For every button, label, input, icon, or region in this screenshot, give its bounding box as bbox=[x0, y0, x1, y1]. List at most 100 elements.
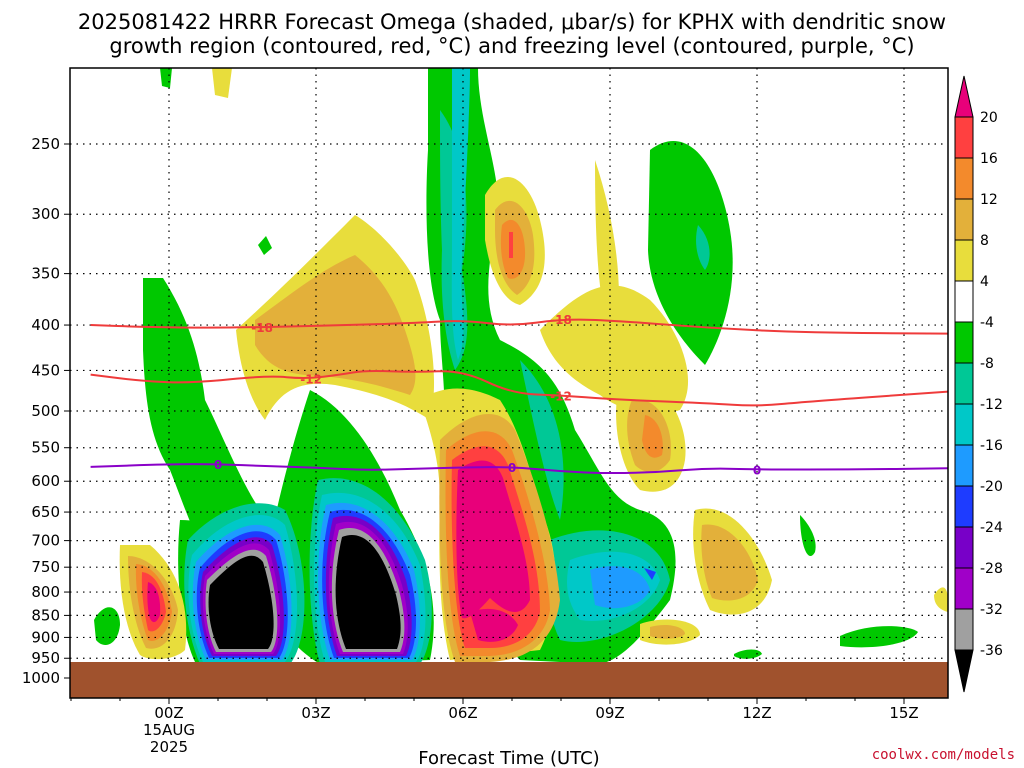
contour-line bbox=[90, 463, 948, 475]
contour-label: 0 bbox=[214, 458, 222, 472]
credit-text: coolwx.com/models bbox=[872, 747, 1015, 763]
colorbar-tick-label: -16 bbox=[980, 438, 1003, 454]
colorbar-tick-label: -24 bbox=[980, 520, 1003, 536]
colorbar-segment bbox=[954, 567, 974, 610]
omega-region bbox=[143, 278, 260, 560]
y-axis: 250 300 350 400 450 500 550 600 650 700 750 800 850 9… bbox=[22, 135, 70, 687]
x-tick-label: 12Z bbox=[742, 704, 771, 722]
y-tick-label: 300 bbox=[31, 205, 60, 223]
colorbar-top-arrow bbox=[954, 75, 974, 118]
omega-region bbox=[456, 460, 530, 619]
colorbar-tick-label: -32 bbox=[980, 602, 1003, 618]
y-tick-label: 850 bbox=[31, 606, 60, 624]
colorbar-segment bbox=[954, 198, 974, 241]
colorbar-bottom-arrow bbox=[954, 649, 974, 693]
omega-region bbox=[701, 524, 758, 601]
omega-region bbox=[840, 626, 918, 648]
gridlines bbox=[70, 68, 948, 698]
contour-label: 0 bbox=[753, 463, 761, 477]
omega-region bbox=[650, 624, 685, 639]
colorbar-segment bbox=[954, 239, 974, 282]
omega-region bbox=[590, 566, 650, 609]
omega-region bbox=[520, 360, 564, 520]
y-tick-label: 450 bbox=[31, 361, 60, 379]
omega-region bbox=[208, 555, 274, 649]
y-tick-label: 950 bbox=[31, 649, 60, 667]
omega-region bbox=[335, 534, 401, 649]
colorbar-segment bbox=[954, 116, 974, 159]
x-axis-label: Forecast Time (UTC) bbox=[418, 748, 599, 768]
contour-label: -18 bbox=[550, 313, 572, 327]
omega-region bbox=[642, 415, 663, 458]
colorbar-tick-label: 12 bbox=[980, 192, 998, 208]
colorbar-tick-label: -36 bbox=[980, 643, 1003, 659]
colorbar-tick-label: 4 bbox=[980, 274, 989, 290]
colorbar-tick-label: 20 bbox=[980, 110, 998, 126]
colorbar-segment bbox=[954, 485, 974, 528]
colorbar-segment bbox=[954, 280, 974, 323]
y-tick-label: 650 bbox=[31, 503, 60, 521]
colorbar-tick-label: -8 bbox=[980, 356, 994, 372]
y-tick-label: 1000 bbox=[22, 669, 60, 687]
colorbar-segment bbox=[954, 444, 974, 487]
colorbar-segment bbox=[954, 403, 974, 446]
omega-region bbox=[94, 607, 120, 645]
y-tick-label: 400 bbox=[31, 316, 60, 334]
x-tick-label: 09Z bbox=[595, 704, 624, 722]
x-axis: 00Z 03Z 06Z 09Z 12Z 15Z bbox=[70, 698, 919, 722]
colorbar-tick-label: 8 bbox=[980, 233, 989, 249]
colorbar-tick-label: -20 bbox=[980, 479, 1003, 495]
y-tick-label: 800 bbox=[31, 583, 60, 601]
omega-region bbox=[800, 515, 816, 557]
colorbar-tick-label: -28 bbox=[980, 561, 1003, 577]
y-tick-label: 700 bbox=[31, 532, 60, 550]
omega-region bbox=[696, 225, 710, 270]
omega-region bbox=[470, 608, 518, 642]
contour-label: -12 bbox=[300, 372, 322, 386]
contour-line bbox=[90, 318, 948, 335]
contour-label: 0 bbox=[508, 461, 516, 475]
colorbar-segment bbox=[954, 362, 974, 405]
contour-label: -12 bbox=[550, 389, 572, 403]
x-tick-label: 03Z bbox=[301, 704, 330, 722]
colorbar-tick-label: 16 bbox=[980, 151, 998, 167]
ground-surface bbox=[70, 662, 948, 698]
omega-region bbox=[147, 582, 161, 623]
y-tick-label: 900 bbox=[31, 628, 60, 646]
x-tick-label: 15Z bbox=[889, 704, 918, 722]
y-tick-label: 500 bbox=[31, 402, 60, 420]
plot-area: -18 -18 -12 -12 0 0 0 bbox=[70, 68, 948, 698]
x-tick-label: 00Z bbox=[154, 704, 183, 722]
y-tick-label: 550 bbox=[31, 439, 60, 457]
omega-region bbox=[644, 568, 656, 580]
chart-title-line2: growth region (contoured, red, °C) and f… bbox=[109, 34, 914, 58]
omega-region bbox=[648, 141, 733, 365]
colorbar-tick-label: -4 bbox=[980, 315, 994, 331]
contour-label: -18 bbox=[251, 321, 273, 335]
omega-region bbox=[509, 232, 513, 258]
x-date-line1: 15AUG bbox=[143, 721, 195, 739]
y-tick-label: 350 bbox=[31, 265, 60, 283]
y-tick-label: 750 bbox=[31, 558, 60, 576]
omega-shading bbox=[94, 68, 948, 664]
colorbar-segment bbox=[954, 608, 974, 651]
omega-region bbox=[212, 68, 232, 98]
x-tick-label: 06Z bbox=[448, 704, 477, 722]
contour-lines: -18 -18 -12 -12 0 0 0 bbox=[90, 313, 948, 477]
plot-border bbox=[69, 67, 949, 699]
omega-region bbox=[540, 285, 689, 415]
y-tick-label: 600 bbox=[31, 472, 60, 490]
omega-region bbox=[258, 236, 272, 255]
colorbar: 20 16 12 8 4 -4 -8 -12 -16 -20 -24 -28 -32 -36 bbox=[954, 75, 1003, 693]
omega-region bbox=[734, 649, 762, 659]
omega-region bbox=[595, 160, 619, 340]
y-tick-label: 250 bbox=[31, 135, 60, 153]
omega-region bbox=[160, 68, 172, 88]
colorbar-tick-label: -12 bbox=[980, 397, 1003, 413]
colorbar-segment bbox=[954, 526, 974, 569]
colorbar-segment bbox=[954, 157, 974, 200]
chart-title-line1: 2025081422 HRRR Forecast Omega (shaded, … bbox=[78, 10, 946, 34]
x-date-line2: 2025 bbox=[150, 738, 188, 756]
contour-line bbox=[90, 370, 948, 407]
